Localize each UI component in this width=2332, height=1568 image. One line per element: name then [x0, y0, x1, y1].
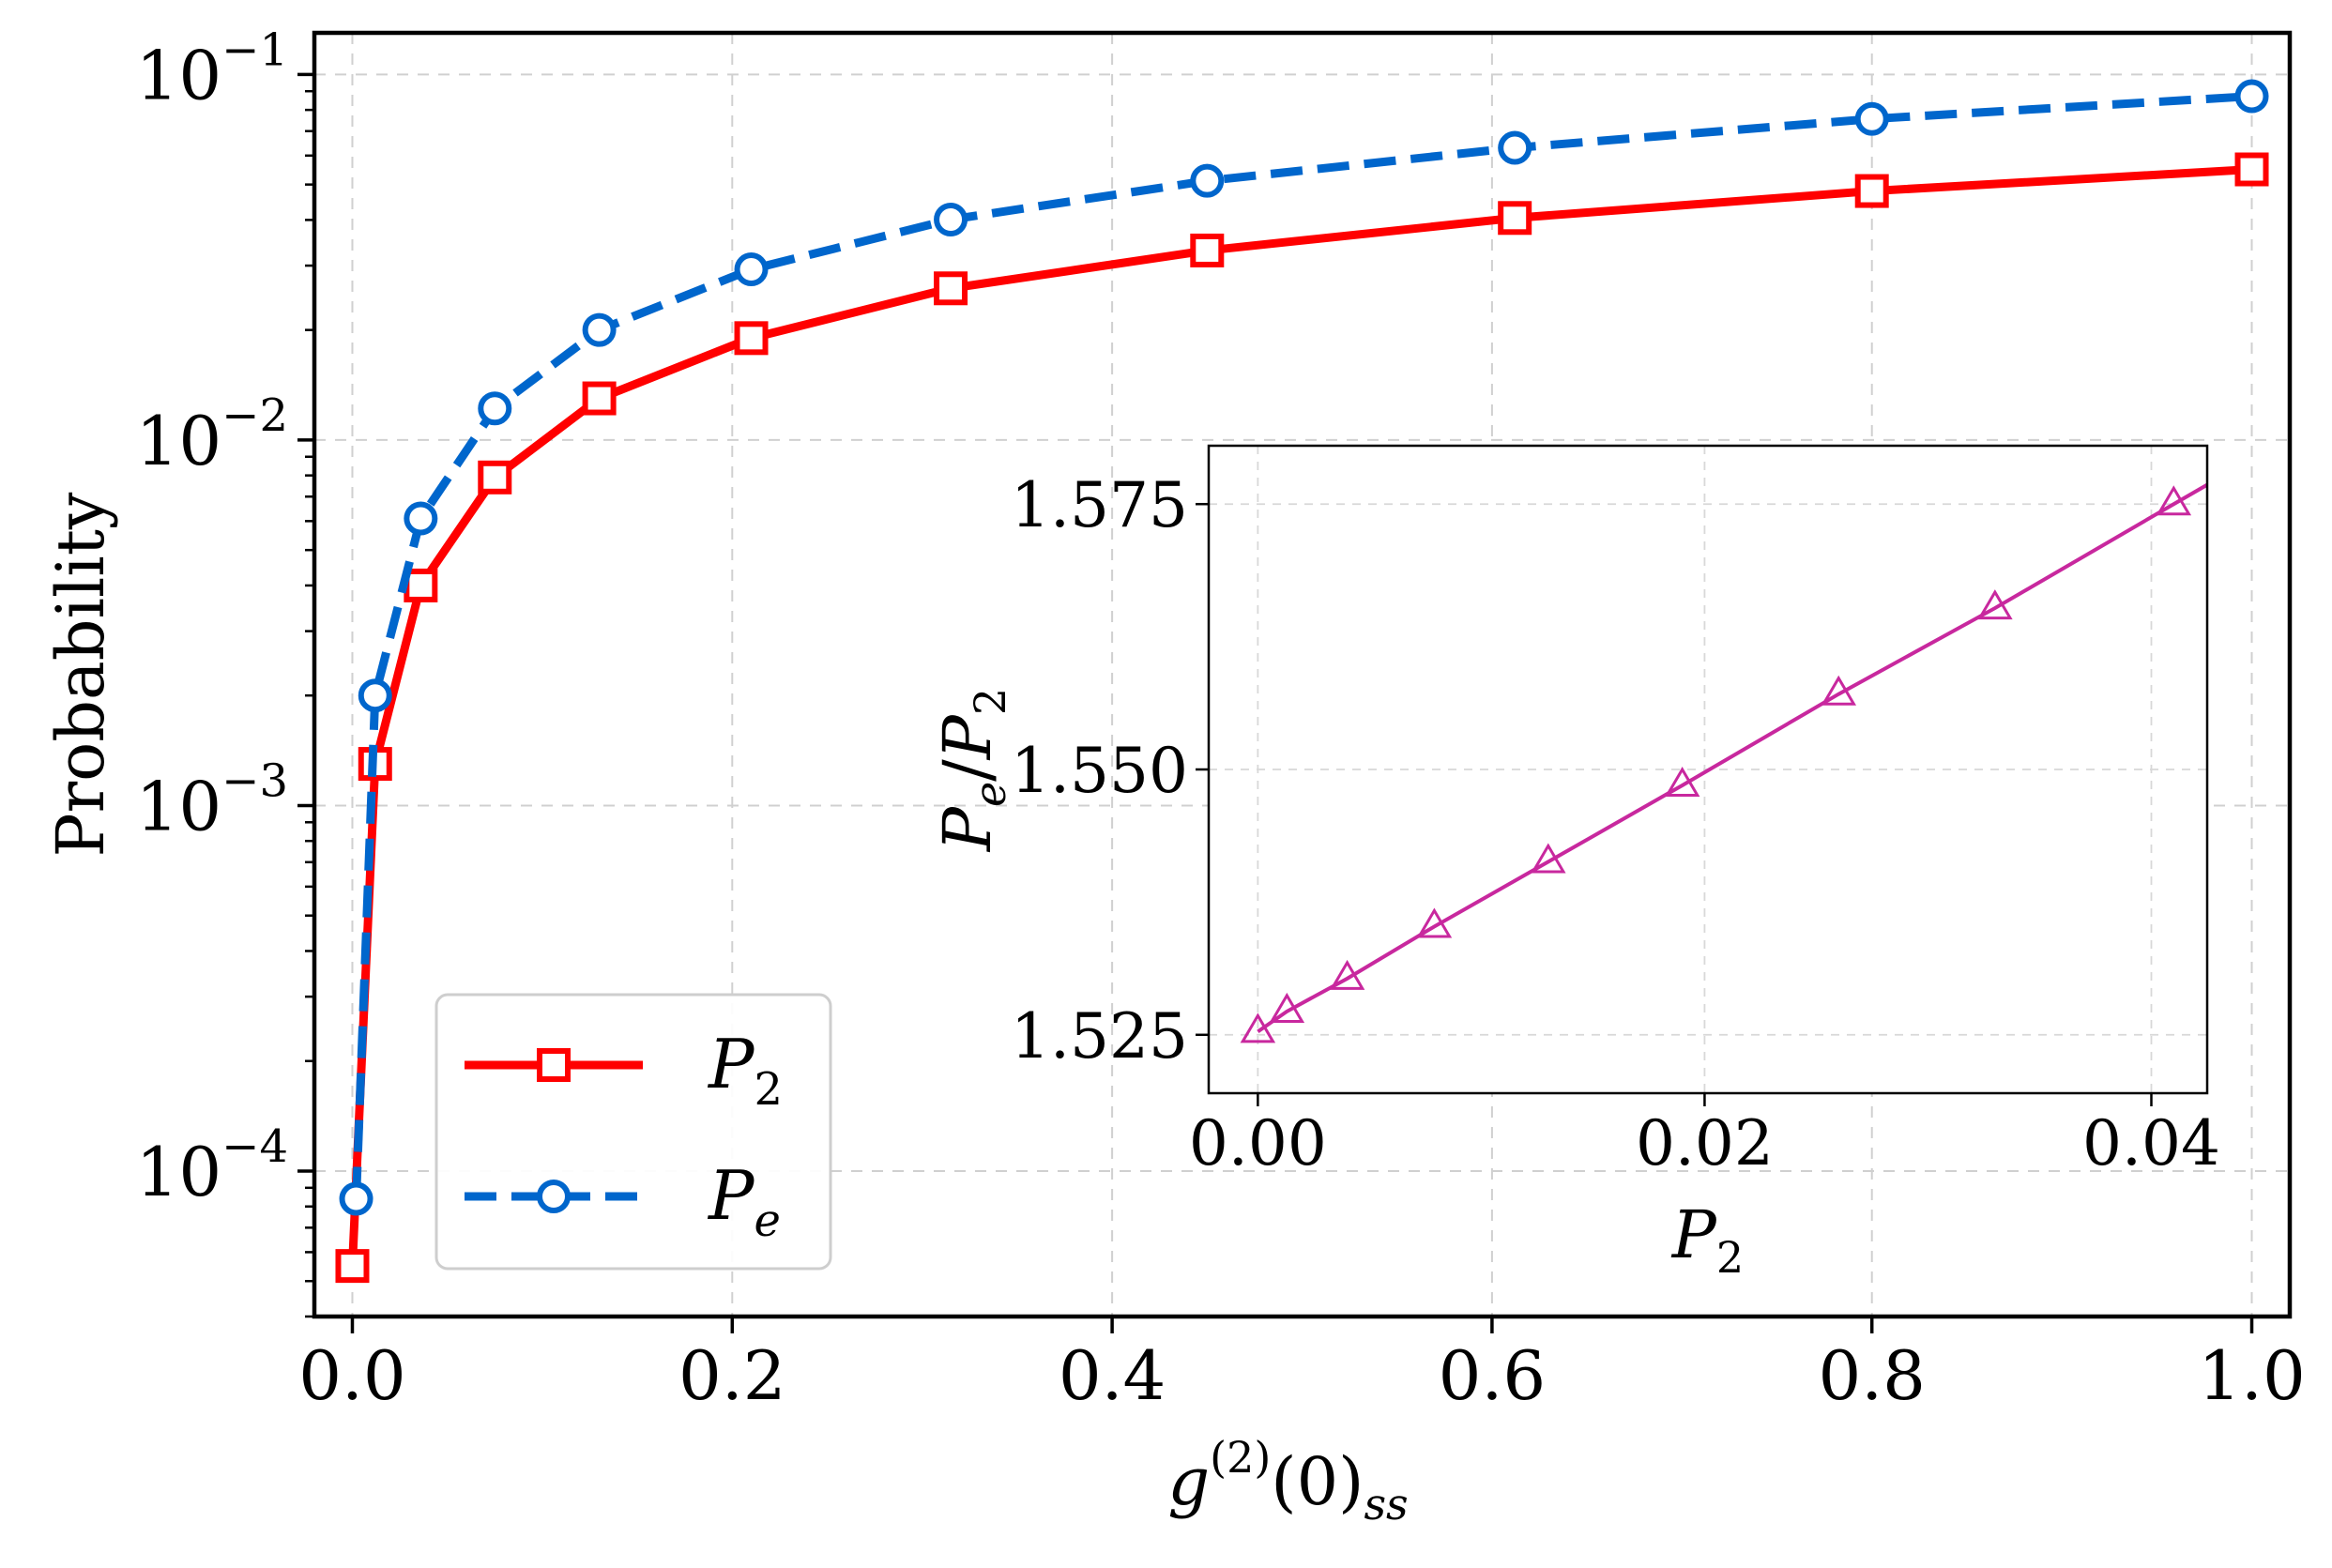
inset-series-point-4: [1531, 843, 1566, 874]
inset-series-point-1: [1269, 992, 1305, 1023]
inset-ytick-label-1: 1.550: [1011, 735, 1188, 807]
main-xtick-label-0: 0.0: [298, 1336, 406, 1415]
inset-series-point-8: [2156, 485, 2192, 516]
main-xtick-label-2: 0.4: [1059, 1336, 1166, 1415]
series-Pe-point-0: [339, 1181, 373, 1216]
series-Pe-point-3: [478, 391, 512, 426]
main-xtick-label-3: 0.6: [1439, 1336, 1547, 1415]
inset-xlabel: P2: [1670, 1196, 1744, 1283]
series-P2-point-2: [404, 568, 438, 602]
series-Pe-point-10: [2234, 79, 2269, 114]
legend-Pe-label: Pe: [707, 1156, 781, 1247]
series-P2-point-4: [582, 381, 617, 416]
series-Pe-point-2: [404, 501, 438, 536]
main-ytick-label-0: 10−4: [136, 1120, 288, 1211]
main-xtick-label-4: 0.8: [1818, 1336, 1926, 1415]
main-ytick-label-3: 10−1: [136, 23, 288, 114]
inset-series-line: [1257, 482, 2207, 1034]
series-Pe-point-4: [582, 312, 617, 347]
inset-series-point-5: [1664, 767, 1700, 798]
series-Pe-group: [339, 79, 2269, 1216]
main-xtick-label-5: 1.0: [2198, 1336, 2306, 1415]
series-Pe-line: [352, 92, 2252, 1199]
series-P2-point-6: [934, 271, 968, 306]
legend-Pe-marker: [537, 1180, 571, 1213]
series-P2-point-3: [478, 460, 512, 495]
series-Pe-point-5: [734, 252, 769, 287]
inset-series-group: [1240, 482, 2207, 1043]
series-P2-point-5: [734, 321, 769, 356]
series-P2-point-10: [2234, 152, 2269, 187]
main-ylabel: Probability: [42, 492, 119, 857]
inset-ylabel: Pe/P2: [929, 688, 1015, 853]
series-P2-point-7: [1190, 233, 1225, 267]
inset-xtick-label-1: 0.02: [1636, 1107, 1774, 1180]
inset-series-point-7: [1977, 589, 2013, 620]
main-ytick-label-1: 10−3: [136, 754, 288, 845]
series-P2-point-8: [1498, 201, 1532, 236]
legend-P2-marker: [537, 1048, 571, 1082]
inset-xtick-label-0: 0.00: [1189, 1107, 1327, 1180]
inset-ytick-label-2: 1.575: [1011, 469, 1188, 541]
main-ytick-label-2: 10−2: [136, 389, 288, 480]
inset-ytick-label-0: 1.525: [1011, 1000, 1188, 1073]
main-axes-frame: [312, 30, 2293, 1319]
inset-series-point-2: [1329, 959, 1365, 990]
legend-P2-label: P2: [707, 1025, 783, 1116]
inset-xtick-label-2: 0.04: [2082, 1107, 2220, 1180]
inset-series-point-3: [1416, 907, 1453, 938]
series-Pe-point-7: [1190, 163, 1225, 198]
series-Pe-point-1: [358, 678, 392, 713]
series-Pe-point-9: [1854, 101, 1889, 136]
inset-series-point-0: [1240, 1012, 1276, 1043]
inset-series-point-6: [1821, 675, 1857, 706]
series-Pe-point-6: [934, 202, 968, 236]
main-xtick-label-1: 0.2: [678, 1336, 786, 1415]
series-P2-point-9: [1854, 174, 1889, 208]
series-P2-point-0: [335, 1249, 370, 1284]
main-xlabel: g(2)(0)ss: [1167, 1432, 1408, 1530]
series-Pe-point-8: [1498, 130, 1532, 165]
